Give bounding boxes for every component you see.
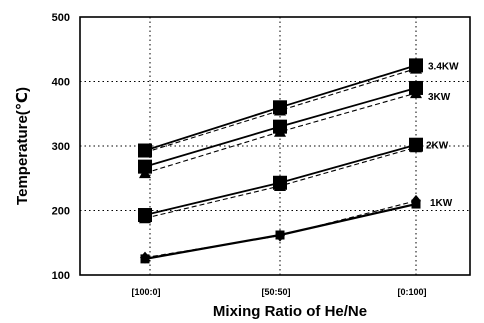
x-tick-labels: [100:0] [50:50] [0:100] — [131, 287, 426, 297]
series-label: 1KW — [430, 198, 453, 209]
x-tick-label: [100:0] — [131, 287, 160, 297]
square-marker — [138, 159, 152, 174]
y-tick-labels: 100 200 300 400 500 — [52, 12, 70, 282]
y-tick-label: 100 — [52, 270, 70, 282]
y-tick-label: 400 — [52, 77, 70, 89]
x-axis-label: Mixing Ratio of He/Ne — [213, 303, 367, 320]
square-marker — [138, 143, 152, 158]
square-marker — [409, 137, 423, 152]
series-label: 3.4KW — [428, 61, 459, 72]
x-tick-label: [50:50] — [261, 287, 290, 297]
y-tick-label: 300 — [52, 141, 70, 153]
square-marker — [409, 80, 423, 95]
y-tick-label: 200 — [52, 206, 70, 218]
series-label: 2KW — [426, 141, 449, 152]
series-alt-line — [144, 92, 417, 174]
square-marker — [273, 100, 287, 115]
grid-lines — [80, 17, 470, 275]
square-marker — [409, 58, 423, 73]
square-marker — [140, 254, 150, 264]
y-axis-label: Temperature(℃) — [14, 87, 31, 205]
square-marker — [273, 119, 287, 134]
square-marker — [411, 199, 421, 209]
x-tick-label: [0:100] — [397, 287, 426, 297]
square-marker — [273, 175, 287, 190]
series-alt-line — [144, 68, 417, 153]
series-markers — [138, 58, 423, 264]
square-marker — [138, 208, 152, 223]
square-marker — [275, 230, 285, 240]
series-label: 3KW — [428, 92, 451, 103]
y-tick-label: 500 — [52, 12, 70, 24]
series-labels: 3.4KW 3KW 2KW 1KW — [426, 61, 459, 209]
plot-frame — [79, 16, 471, 276]
